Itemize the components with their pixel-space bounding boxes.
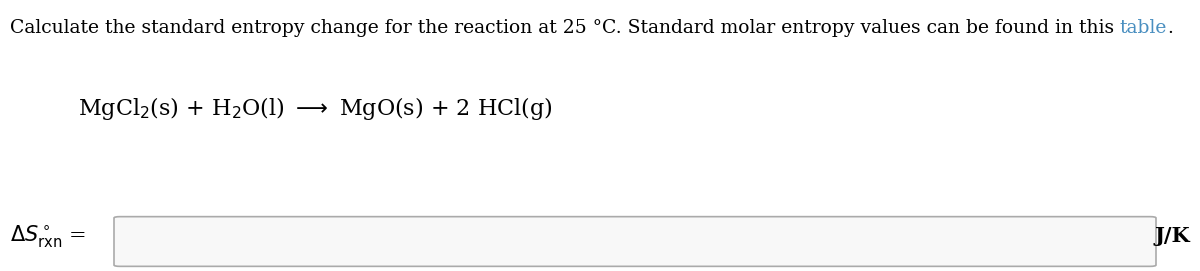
Text: J/K: J/K [1154, 226, 1190, 246]
FancyBboxPatch shape [114, 217, 1156, 266]
Text: $\Delta S^\circ_{\mathrm{rxn}}$ =: $\Delta S^\circ_{\mathrm{rxn}}$ = [10, 223, 85, 249]
Text: MgCl$_2$(s) + H$_2$O(l) $\longrightarrow$ MgO(s) + 2 HCl(g): MgCl$_2$(s) + H$_2$O(l) $\longrightarrow… [78, 95, 552, 122]
Text: .: . [1168, 19, 1172, 37]
Text: Calculate the standard entropy change for the reaction at 25 °C. Standard molar : Calculate the standard entropy change fo… [10, 19, 1120, 37]
Text: table: table [1120, 19, 1168, 37]
